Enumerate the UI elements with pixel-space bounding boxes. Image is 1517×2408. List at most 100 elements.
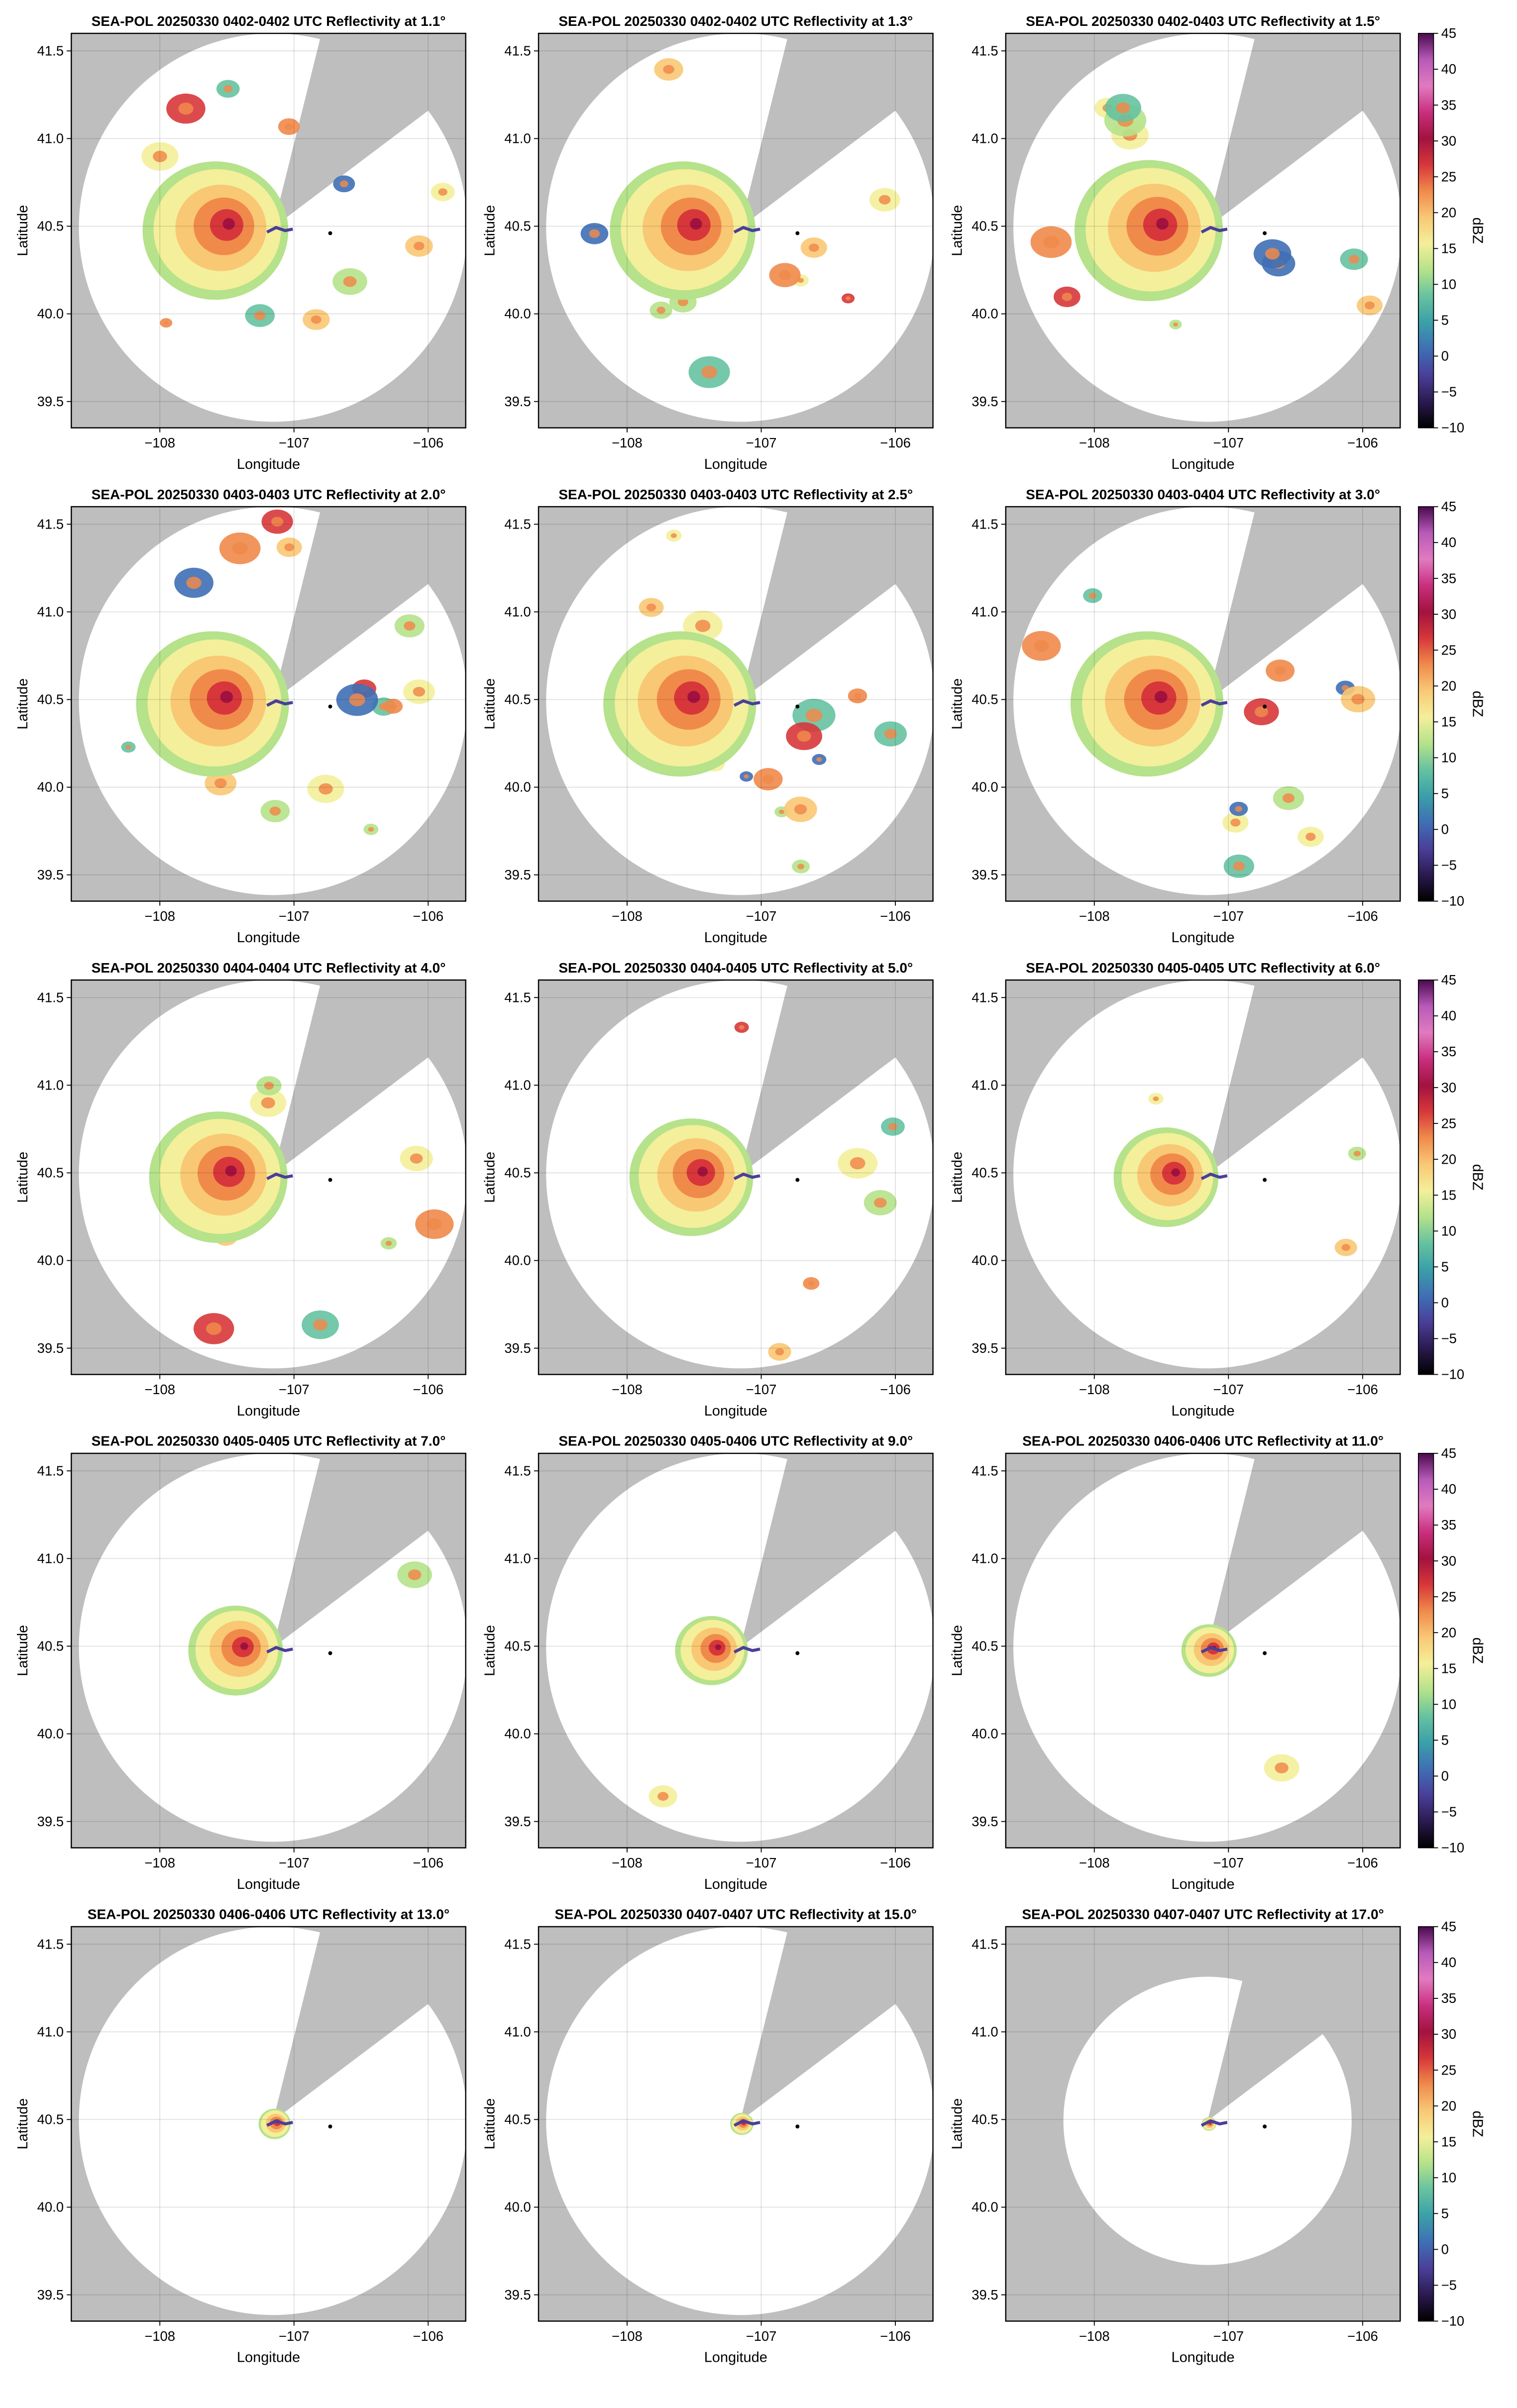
echo-core: [1351, 694, 1365, 705]
colorbar-tick-label: −5: [1441, 1331, 1457, 1346]
colorbar-tick-label: 10: [1441, 1696, 1457, 1712]
echo-core: [368, 827, 374, 832]
y-tick-label: 41.5: [504, 43, 531, 58]
x-tick-label: −106: [413, 1382, 443, 1397]
echo-core: [762, 774, 774, 784]
echo-core: [1034, 640, 1049, 652]
y-tick-label: 39.5: [972, 1814, 998, 1829]
echo-core: [284, 543, 294, 551]
echo-core: [809, 243, 819, 252]
panel: −108 −107 −106 39.5 40.0 40.5 41.0 41.5 SEA-POL …: [482, 960, 934, 1419]
axes-frame: [538, 32, 934, 429]
y-tick-label: 39.5: [37, 1340, 64, 1356]
chart-title: SEA-POL 20250330 0402-0402 UTC Reflectiv…: [558, 13, 913, 29]
x-axis-label: Longitude: [237, 456, 300, 472]
y-tick-label: 41.0: [972, 2024, 998, 2039]
colorbar-tick-label: 40: [1441, 1955, 1457, 1970]
y-tick-label: 39.5: [504, 867, 531, 882]
echo-core: [1116, 102, 1130, 113]
echo-core: [656, 307, 665, 314]
y-tick-label: 41.5: [37, 1463, 64, 1478]
echo-core: [125, 745, 131, 750]
x-tick-label: −107: [279, 1855, 310, 1870]
colorbar-tick-label: 40: [1441, 1481, 1457, 1497]
echo-core: [427, 1218, 442, 1230]
echo-core: [389, 703, 397, 709]
colorbar-tick-label: 15: [1441, 1660, 1457, 1676]
echo-edge: [733, 1645, 760, 1653]
plot-area: [71, 1453, 466, 1848]
echo-core: [313, 1319, 327, 1331]
echo-core: [1341, 1244, 1350, 1251]
colorbar-tick-label: −5: [1441, 384, 1457, 400]
echo-core: [178, 103, 194, 115]
colorbar-tick-label: 45: [1441, 1445, 1457, 1461]
storm: [687, 691, 700, 703]
echo-core: [1173, 323, 1178, 327]
colorbar-tick-label: 25: [1441, 169, 1457, 184]
colorbar-tick-label: −5: [1441, 1804, 1457, 1820]
colorbar-tick-label: 30: [1441, 606, 1457, 622]
y-tick-label: 40.0: [972, 1253, 998, 1268]
plot-area: [71, 980, 466, 1375]
colorbar-tick-label: 5: [1441, 313, 1449, 328]
echo-core: [264, 1082, 274, 1090]
colorbar-tick-label: 10: [1441, 1223, 1457, 1238]
x-tick-label: −108: [612, 435, 643, 450]
x-tick-label: −106: [413, 2328, 443, 2344]
panel: −108 −107 −106 39.5 40.0 40.5 41.0 41.5 SEA-POL …: [482, 487, 934, 946]
echo-core: [163, 321, 169, 325]
y-tick-label: 41.5: [504, 516, 531, 532]
echo-core: [404, 621, 416, 631]
echo-core: [739, 1025, 745, 1030]
y-tick-label: 40.0: [37, 1726, 64, 1742]
echo-core: [663, 65, 674, 74]
colorbar-tick-label: −10: [1441, 893, 1465, 909]
colorbar-tick-label: 20: [1441, 2098, 1457, 2113]
colorbar-tick-label: 25: [1441, 1115, 1457, 1131]
plot-area: [1005, 1926, 1401, 2321]
colorbar-tick-label: 0: [1441, 1768, 1449, 1784]
y-tick-label: 40.5: [972, 692, 998, 707]
colorbar: [1417, 980, 1434, 1375]
site-marker: [328, 1178, 332, 1182]
colorbar-tick-label: 40: [1441, 535, 1457, 550]
y-tick-label: 41.0: [972, 604, 998, 620]
x-tick-label: −108: [612, 1855, 643, 1870]
y-tick-label: 41.5: [504, 1936, 531, 1952]
plot-area: [539, 33, 933, 428]
echo-edge: [266, 1645, 293, 1653]
echo-core: [1088, 592, 1096, 599]
y-tick-label: 40.5: [504, 219, 531, 234]
y-tick-label: 41.0: [504, 1550, 531, 1566]
colorbar-tick-label: 35: [1441, 1044, 1457, 1059]
chart-title: SEA-POL 20250330 0405-0405 UTC Reflectiv…: [92, 1433, 446, 1449]
y-axis-label: Latitude: [15, 1152, 31, 1203]
storm: [222, 218, 235, 230]
echo-edge: [266, 225, 293, 234]
axes-frame: [538, 506, 934, 902]
echo-core: [884, 729, 897, 739]
x-tick-label: −106: [880, 1855, 911, 1870]
x-tick-label: −107: [279, 435, 310, 450]
colorbar-tick-label: 25: [1441, 1589, 1457, 1604]
y-tick-label: 41.0: [504, 2024, 531, 2039]
site-marker: [328, 704, 332, 709]
chart-title: SEA-POL 20250330 0404-0405 UTC Reflectiv…: [558, 960, 913, 976]
site-marker: [795, 704, 800, 709]
y-tick-label: 41.0: [504, 131, 531, 146]
x-axis-label: Longitude: [704, 1876, 767, 1892]
colorbar-tick-label: 30: [1441, 133, 1457, 148]
plot-area: [71, 507, 466, 901]
echo-core: [1353, 1151, 1361, 1157]
colorbar-tick-label: 30: [1441, 2026, 1457, 2042]
site-marker: [1263, 1651, 1267, 1655]
echo-edge: [266, 1172, 293, 1181]
echo-core: [805, 708, 823, 722]
echo-core: [1043, 235, 1059, 249]
y-tick-label: 40.5: [37, 2112, 64, 2127]
axes-frame: [538, 979, 934, 1375]
echo-core: [261, 1097, 275, 1109]
site-marker: [795, 2124, 800, 2129]
echo-core: [775, 1348, 784, 1356]
